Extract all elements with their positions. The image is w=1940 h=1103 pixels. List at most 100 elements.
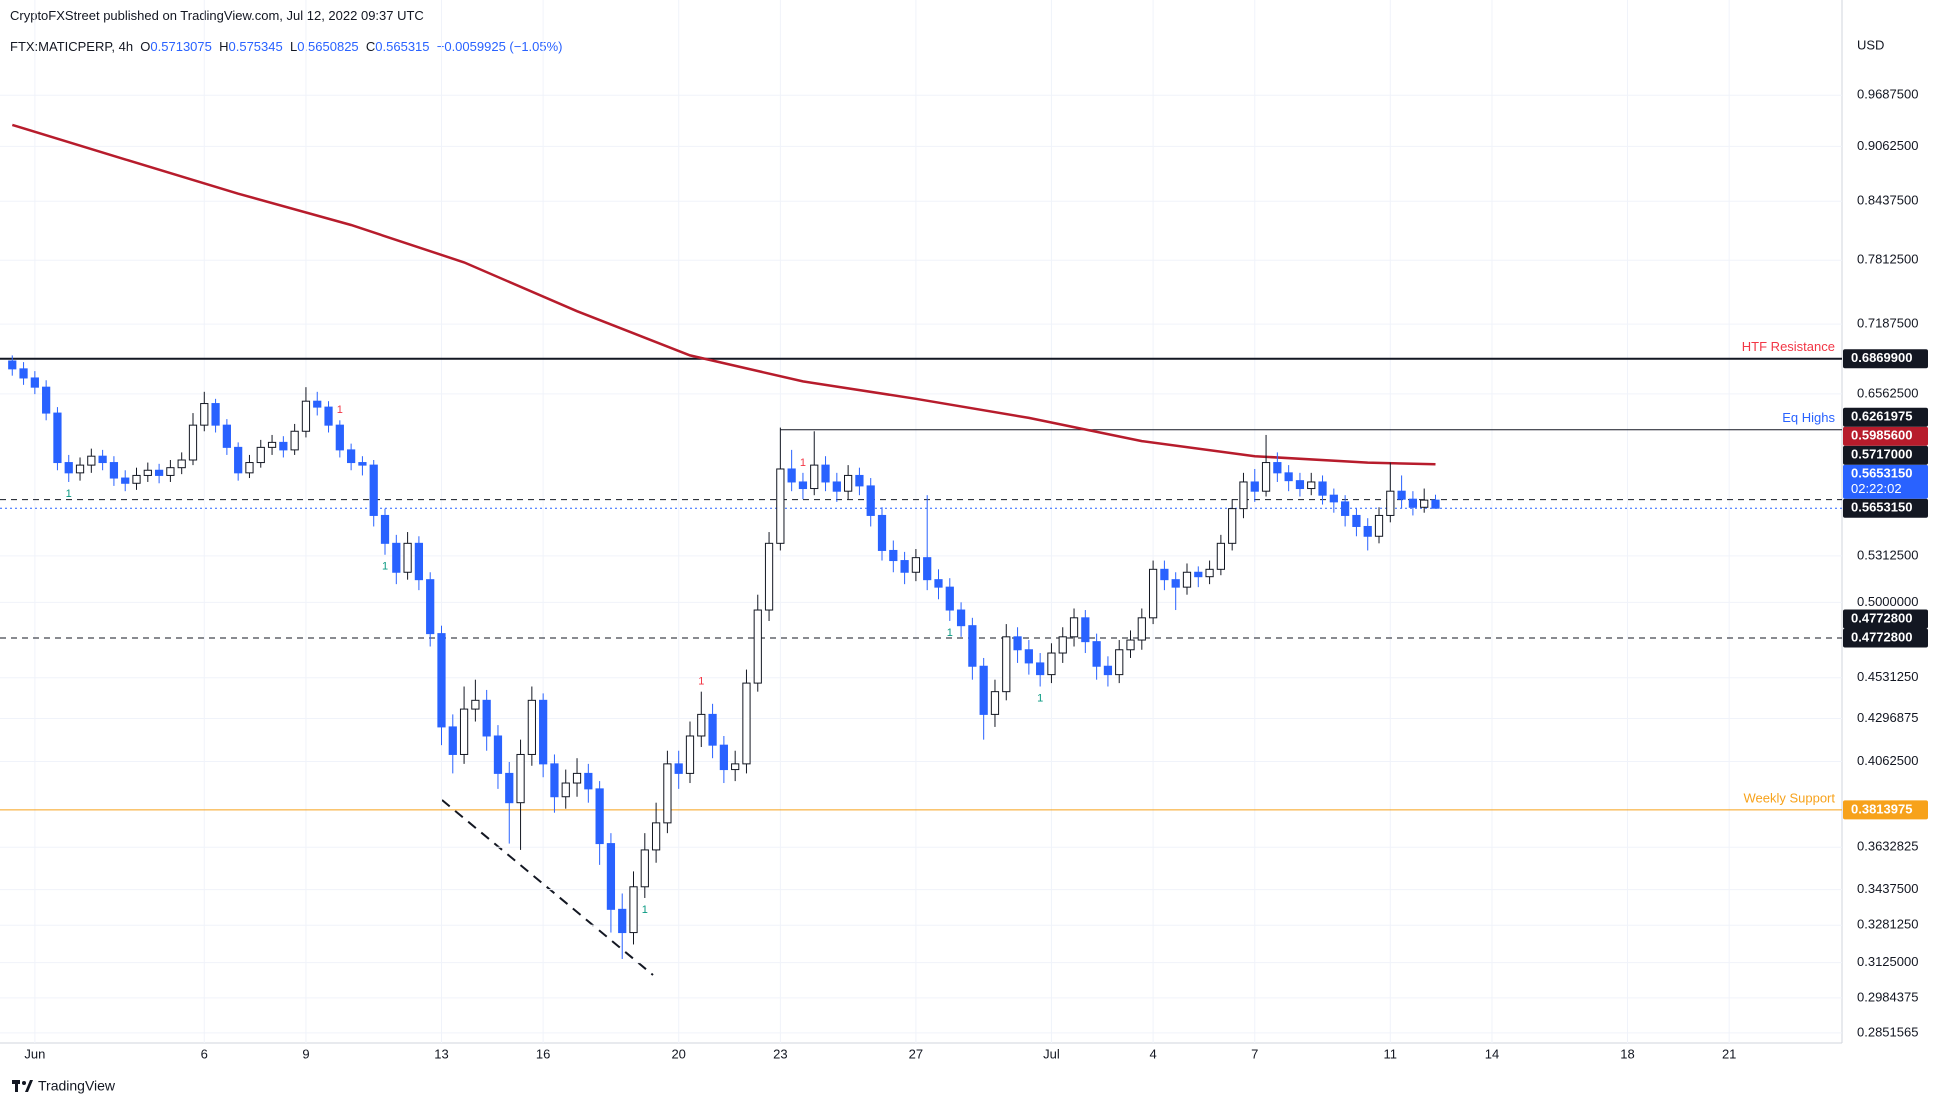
candle-body — [256, 446, 265, 464]
candle-body — [426, 579, 435, 635]
ohlc-value: 0.575345 — [228, 39, 283, 54]
symbol-bar: FTX:MATICPERP, 4h O0.5713075 H0.575345 L… — [10, 39, 563, 54]
candle-body — [1205, 568, 1214, 578]
candle-body — [1036, 662, 1045, 676]
price-label — [1843, 800, 1928, 820]
candle-body — [64, 462, 73, 474]
price-label — [1843, 407, 1928, 427]
y-tick-label: 0.2851565 — [1857, 1024, 1918, 1039]
candle-body — [1284, 472, 1293, 482]
candle-body — [1420, 499, 1429, 508]
candle-body — [1329, 494, 1338, 503]
candle-body — [200, 403, 209, 426]
candle-body — [1126, 639, 1135, 651]
candle-body — [731, 763, 740, 771]
candle-body — [1137, 617, 1146, 641]
candle-body — [1374, 514, 1384, 537]
level-label: Eq Highs — [1782, 410, 1835, 425]
price-label — [1843, 464, 1928, 499]
candle-body — [8, 360, 17, 370]
published-note: CryptoFXStreet published on TradingView.… — [10, 8, 424, 23]
candle-body — [1273, 462, 1282, 474]
td-marker: 1 — [800, 457, 806, 469]
candle-body — [595, 788, 604, 845]
candle-body — [1239, 481, 1248, 510]
ohlc-value: 0.565315 — [375, 39, 430, 54]
candle-body — [979, 665, 988, 715]
candle-body — [53, 412, 62, 464]
candle-body — [1352, 514, 1361, 527]
x-tick-label: 27 — [909, 1046, 923, 1061]
candle-body — [234, 446, 243, 474]
candle-body — [1295, 480, 1305, 490]
candle-body — [369, 464, 378, 516]
x-tick-label: 11 — [1384, 1046, 1398, 1061]
td-marker: 1 — [698, 676, 704, 688]
candle-body — [109, 462, 119, 479]
price-label — [1843, 609, 1928, 629]
candle-body — [844, 474, 853, 492]
x-tick-label: 13 — [434, 1046, 448, 1061]
candle-body — [154, 469, 164, 476]
candle-body — [482, 699, 491, 737]
candle-body — [618, 908, 627, 934]
candle-body — [75, 464, 85, 474]
candle-body — [923, 557, 932, 581]
candle-body — [1408, 498, 1418, 508]
ohlc-value: 0.5713075 — [150, 39, 212, 54]
candle-body — [1194, 571, 1203, 578]
candle-body — [889, 549, 898, 562]
candle-body — [866, 485, 875, 516]
countdown: 02:22:02 — [1851, 481, 1902, 496]
candle-body — [1002, 636, 1011, 693]
candle-body — [1182, 571, 1192, 588]
candle-body — [471, 699, 480, 710]
candle-body — [403, 542, 412, 573]
x-tick-label: 21 — [1722, 1046, 1736, 1061]
candle-body — [505, 772, 514, 804]
price-label — [1843, 498, 1928, 518]
td-marker: 1 — [382, 561, 388, 573]
x-tick-label: Jun — [24, 1046, 45, 1061]
candle-body — [1261, 462, 1271, 492]
candle-body — [934, 579, 943, 588]
candle-body — [358, 462, 367, 466]
ohlc-key: O — [140, 39, 151, 54]
y-tick-label: 0.4062500 — [1857, 753, 1918, 768]
candle-body — [1216, 542, 1225, 570]
candle-body — [776, 468, 785, 544]
candle-body — [640, 849, 649, 888]
ohlc-key: L — [289, 39, 298, 54]
candle-body — [629, 886, 638, 934]
x-tick-label: 18 — [1620, 1046, 1634, 1061]
y-tick-label: 0.2984375 — [1857, 989, 1918, 1004]
trend-line — [441, 799, 654, 976]
candle-body — [290, 430, 299, 451]
candle-body — [674, 763, 683, 774]
candle-body — [798, 481, 808, 490]
candle-body — [30, 377, 39, 388]
candle-body — [911, 557, 921, 573]
y-tick-label: 0.5000000 — [1857, 594, 1918, 609]
y-tick-label: 0.3632825 — [1857, 839, 1918, 854]
candle-body — [1386, 490, 1395, 516]
candle-body — [493, 735, 503, 774]
grid — [0, 0, 1842, 1043]
candle-body — [143, 469, 152, 476]
x-tick-label: 16 — [536, 1046, 550, 1061]
candle-body — [324, 406, 333, 426]
candle-body — [166, 467, 175, 476]
candle-body — [697, 713, 706, 737]
candle-body — [810, 464, 819, 490]
candle-body — [956, 609, 966, 627]
price-label — [1843, 628, 1928, 648]
y-tick-label: 0.4531250 — [1857, 669, 1918, 684]
candle-body — [380, 514, 390, 544]
price-label-text: 0.5985600 — [1851, 428, 1912, 443]
candle-body — [1397, 490, 1406, 500]
candle-body — [516, 753, 525, 804]
candle-body — [877, 514, 887, 551]
td-marker: 1 — [1037, 692, 1043, 704]
candle-body — [584, 772, 593, 790]
ohlc-key: H — [219, 39, 229, 54]
